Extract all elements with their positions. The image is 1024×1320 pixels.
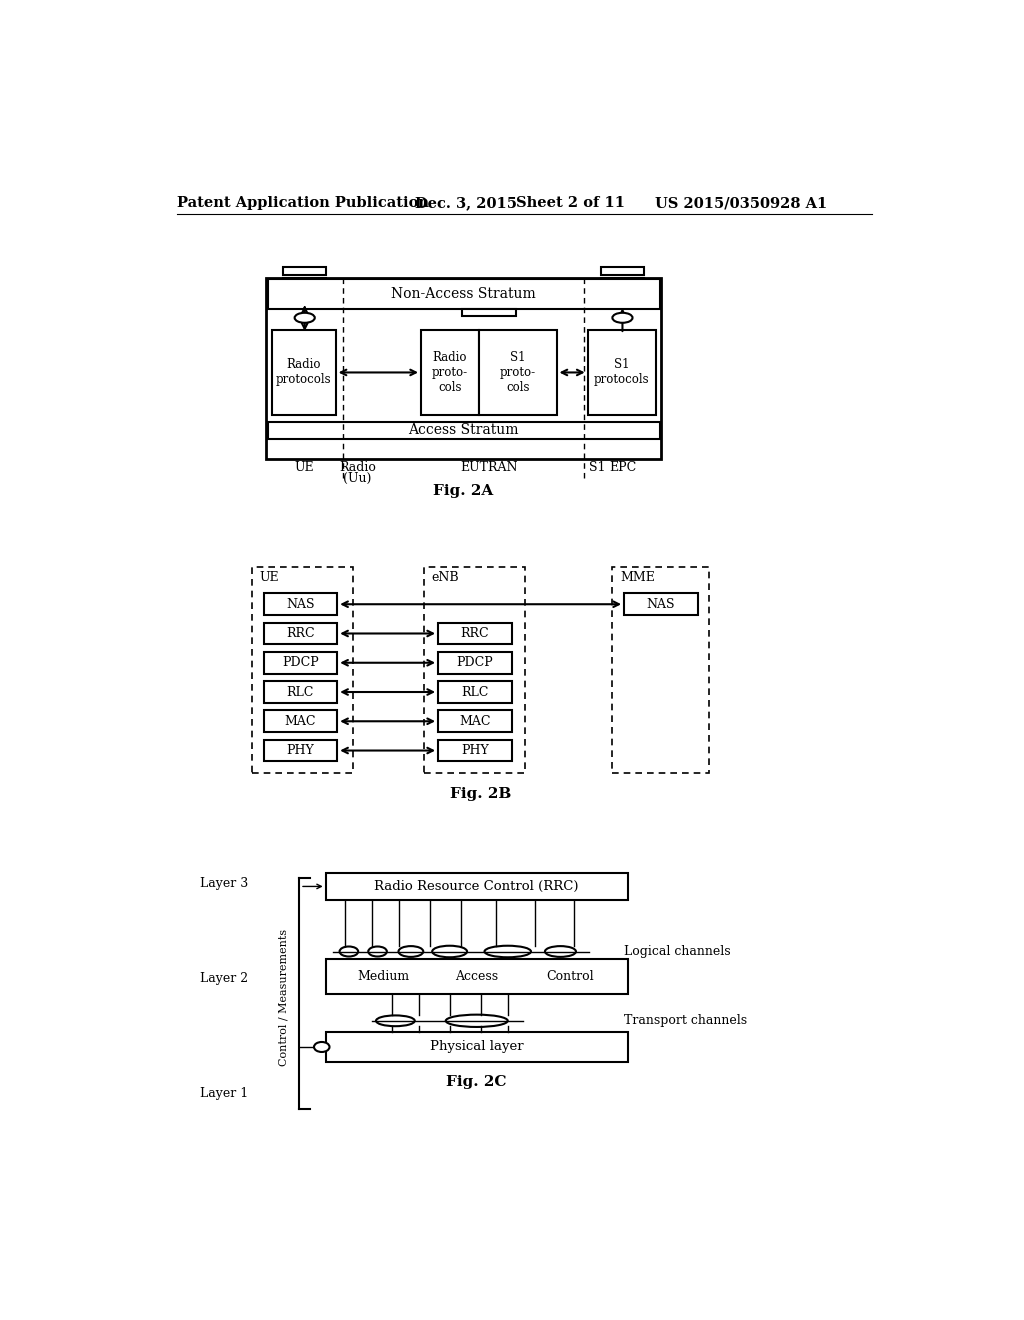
Bar bbox=[263, 681, 337, 702]
Ellipse shape bbox=[340, 946, 358, 957]
Text: Layer 1: Layer 1 bbox=[200, 1088, 248, 1101]
Bar bbox=[263, 623, 337, 644]
Bar bbox=[266, 277, 662, 459]
Bar bbox=[252, 566, 352, 774]
Bar bbox=[326, 960, 628, 994]
Text: Physical layer: Physical layer bbox=[430, 1040, 523, 1053]
Text: Medium: Medium bbox=[357, 970, 410, 983]
Text: NAS: NAS bbox=[646, 598, 675, 611]
Ellipse shape bbox=[612, 313, 633, 323]
Text: Access: Access bbox=[456, 970, 499, 983]
Ellipse shape bbox=[445, 1015, 508, 1027]
Text: UE: UE bbox=[295, 462, 314, 474]
Text: Layer 2: Layer 2 bbox=[200, 972, 248, 985]
Ellipse shape bbox=[432, 945, 467, 957]
Bar bbox=[267, 422, 659, 438]
Text: S1
protocols: S1 protocols bbox=[594, 359, 649, 387]
Text: RLC: RLC bbox=[461, 685, 488, 698]
Text: Transport channels: Transport channels bbox=[624, 1014, 748, 1027]
Ellipse shape bbox=[376, 1015, 415, 1026]
Text: PDCP: PDCP bbox=[457, 656, 494, 669]
Bar bbox=[462, 309, 516, 317]
Text: eNB: eNB bbox=[432, 570, 460, 583]
Text: Control: Control bbox=[546, 970, 594, 983]
Text: Fig. 2C: Fig. 2C bbox=[446, 1076, 507, 1089]
Ellipse shape bbox=[484, 945, 531, 957]
Text: Radio
protocols: Radio protocols bbox=[276, 359, 332, 387]
Ellipse shape bbox=[295, 313, 314, 323]
Bar bbox=[284, 267, 326, 275]
Text: RRC: RRC bbox=[461, 627, 489, 640]
Ellipse shape bbox=[369, 946, 387, 957]
Text: Sheet 2 of 11: Sheet 2 of 11 bbox=[515, 197, 625, 210]
Bar bbox=[263, 739, 337, 762]
Text: UE: UE bbox=[260, 570, 280, 583]
Bar bbox=[263, 594, 337, 615]
Text: Logical channels: Logical channels bbox=[624, 945, 731, 958]
Text: PHY: PHY bbox=[287, 744, 314, 758]
Text: MAC: MAC bbox=[459, 714, 490, 727]
Bar bbox=[438, 681, 512, 702]
Bar bbox=[326, 873, 628, 900]
Text: S1: S1 bbox=[590, 462, 606, 474]
Bar bbox=[438, 652, 512, 673]
Text: (Uu): (Uu) bbox=[343, 473, 372, 486]
Text: PHY: PHY bbox=[461, 744, 488, 758]
Bar bbox=[438, 623, 512, 644]
Text: NAS: NAS bbox=[286, 598, 314, 611]
Text: Access Stratum: Access Stratum bbox=[409, 424, 519, 437]
Ellipse shape bbox=[545, 946, 575, 957]
Ellipse shape bbox=[314, 1041, 330, 1052]
Text: US 2015/0350928 A1: US 2015/0350928 A1 bbox=[655, 197, 827, 210]
Ellipse shape bbox=[398, 946, 423, 957]
Text: EUTRAN: EUTRAN bbox=[460, 462, 517, 474]
Bar bbox=[479, 330, 557, 414]
Bar bbox=[624, 594, 697, 615]
Text: Dec. 3, 2015: Dec. 3, 2015 bbox=[415, 197, 517, 210]
Text: Patent Application Publication: Patent Application Publication bbox=[177, 197, 429, 210]
Text: RRC: RRC bbox=[286, 627, 314, 640]
Bar bbox=[421, 330, 479, 414]
Bar bbox=[438, 739, 512, 762]
Text: EPC: EPC bbox=[609, 462, 636, 474]
Bar bbox=[601, 267, 644, 275]
Text: Non-Access Stratum: Non-Access Stratum bbox=[391, 286, 536, 301]
Bar bbox=[272, 330, 336, 414]
Bar bbox=[438, 710, 512, 733]
Bar bbox=[326, 1032, 628, 1061]
Bar bbox=[263, 710, 337, 733]
Text: S1
proto-
cols: S1 proto- cols bbox=[500, 351, 536, 393]
Text: Radio
proto-
cols: Radio proto- cols bbox=[432, 351, 468, 393]
Bar bbox=[263, 652, 337, 673]
Bar bbox=[588, 330, 655, 414]
Bar bbox=[267, 280, 659, 309]
Bar bbox=[612, 566, 710, 774]
Text: PDCP: PDCP bbox=[282, 656, 318, 669]
Text: MAC: MAC bbox=[285, 714, 316, 727]
Text: Fig. 2A: Fig. 2A bbox=[433, 484, 494, 498]
Text: MME: MME bbox=[621, 570, 655, 583]
Text: Radio: Radio bbox=[339, 462, 376, 474]
Text: Control / Measurements: Control / Measurements bbox=[278, 929, 288, 1067]
Text: RLC: RLC bbox=[287, 685, 314, 698]
Text: Radio Resource Control (RRC): Radio Resource Control (RRC) bbox=[375, 880, 579, 892]
Text: Fig. 2B: Fig. 2B bbox=[450, 788, 511, 801]
Bar bbox=[424, 566, 524, 774]
Text: Layer 3: Layer 3 bbox=[200, 878, 248, 890]
